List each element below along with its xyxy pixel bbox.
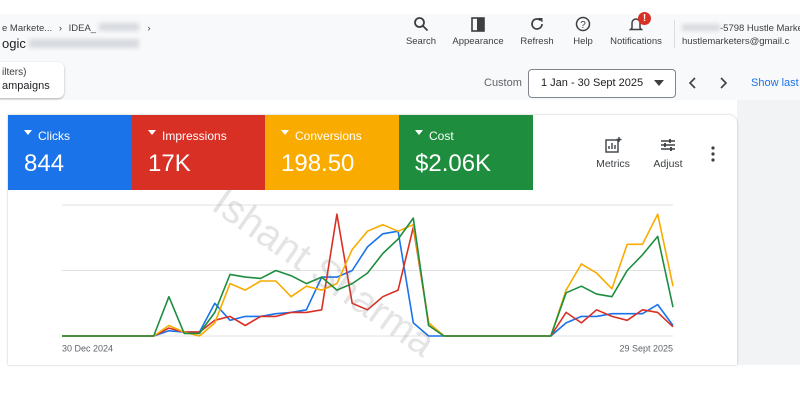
- account-name: ogic: [2, 36, 26, 51]
- icon: [414, 17, 429, 32]
- separator: ›: [147, 23, 151, 34]
- date-value: 1 Jan - 30 Sept 2025: [541, 77, 644, 89]
- icon: ?: [575, 16, 591, 32]
- tool-label: Refresh: [520, 36, 554, 47]
- icon: [661, 139, 675, 151]
- side-panel: [737, 100, 800, 365]
- dropdown-arrow: [654, 80, 664, 86]
- blurred: [682, 24, 720, 31]
- icon: [605, 137, 622, 153]
- chart-card: Clicks 844 Impressions 17K Conversions 198.50…: [8, 115, 737, 365]
- legend-label: Impressions: [148, 129, 227, 143]
- tool-refresh[interactable]: Refresh: [518, 16, 556, 47]
- metric-value: 198.50: [281, 150, 355, 177]
- x-axis-label: 29 Sept 2025: [619, 343, 673, 353]
- show-last[interactable]: Show last: [751, 77, 799, 89]
- action-label: Metrics: [596, 158, 630, 170]
- more-menu[interactable]: [710, 146, 716, 162]
- tool-label: Notifications: [610, 36, 662, 47]
- action-label: Adjust: [653, 158, 683, 170]
- blurred: [98, 23, 139, 31]
- blurred: [29, 39, 140, 48]
- filter-line: ilters): [2, 67, 27, 78]
- account-title: ogic: [2, 36, 140, 51]
- svg-text:?: ?: [580, 20, 586, 31]
- metric-value: $2.06K: [415, 150, 492, 177]
- x-axis-label: 30 Dec 2024: [62, 343, 113, 353]
- icon: [471, 17, 485, 32]
- series-line: [62, 213, 674, 337]
- filter-line: ampaigns: [2, 80, 50, 92]
- metric-tile[interactable]: Impressions 17K: [132, 115, 265, 190]
- tool-label: Search: [405, 36, 437, 47]
- tool-appearance[interactable]: Appearance: [450, 16, 506, 47]
- tool-label: Appearance: [452, 36, 504, 47]
- nav-arrows[interactable]: [686, 76, 736, 90]
- breadcrumb-item[interactable]: IDEA_: [68, 23, 97, 34]
- series-line: [62, 230, 674, 337]
- email: hustlemarketers@gmail.c: [682, 36, 790, 47]
- metrics-button[interactable]: Metrics: [593, 137, 633, 170]
- separator: ›: [58, 23, 62, 34]
- filter-chip[interactable]: ilters) ampaigns: [0, 62, 64, 98]
- legend-label: Clicks: [24, 129, 70, 143]
- series-line: [62, 217, 674, 337]
- legend-label: Cost: [415, 129, 454, 143]
- adjust-button[interactable]: Adjust: [648, 137, 688, 170]
- tool-help[interactable]: ? Help: [570, 16, 596, 47]
- date-picker[interactable]: 1 Jan - 30 Sept 2025: [528, 69, 676, 98]
- metric-value: 844: [24, 150, 65, 177]
- metric-tile[interactable]: Conversions 198.50: [265, 115, 399, 190]
- date-label: Custom: [484, 77, 522, 89]
- account-id: -5798 Hustle Marketers: [720, 23, 800, 34]
- divider: [674, 20, 675, 48]
- icon: [531, 18, 543, 30]
- tool-label: Help: [573, 36, 593, 47]
- badge: !: [638, 12, 651, 25]
- legend-label: Conversions: [281, 129, 362, 143]
- account-id-row: -5798 Hustle Marketers: [682, 23, 800, 34]
- tool-search[interactable]: Search: [404, 16, 438, 47]
- breadcrumb: e Markete... › IDEA_ ›: [2, 23, 151, 34]
- series-line: [62, 213, 674, 337]
- metric-tile[interactable]: Cost $2.06K: [399, 115, 533, 190]
- breadcrumb-item[interactable]: e Markete...: [2, 23, 53, 34]
- metric-tile[interactable]: Clicks 844: [8, 115, 132, 190]
- metric-value: 17K: [148, 150, 191, 177]
